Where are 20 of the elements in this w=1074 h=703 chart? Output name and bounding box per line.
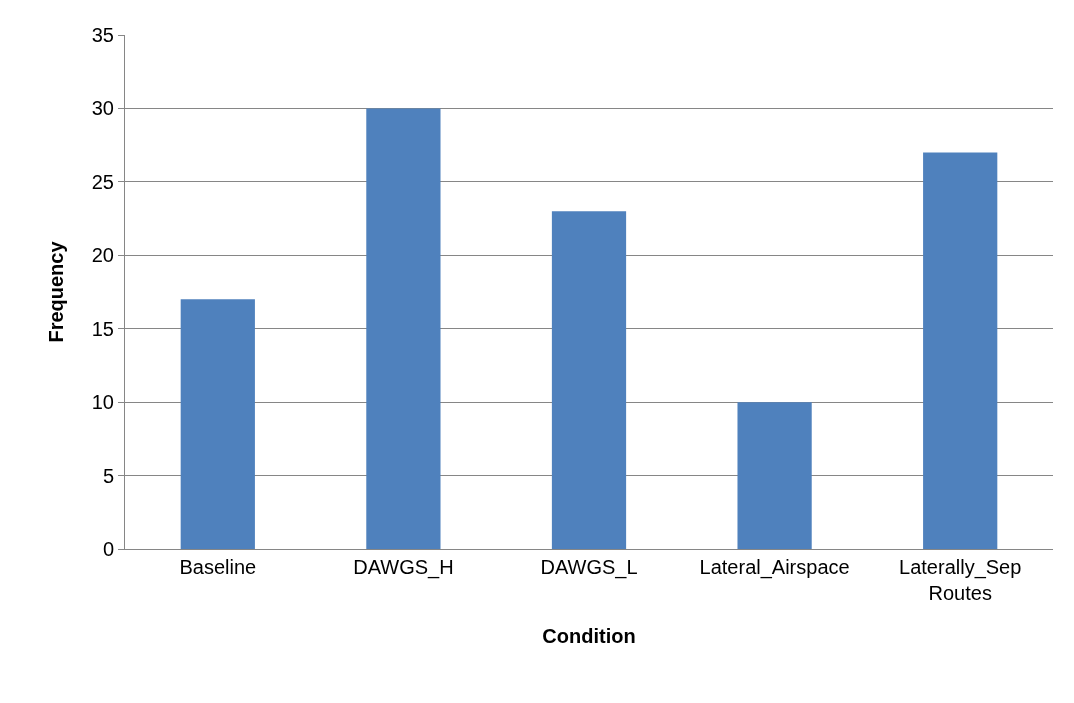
bar	[551, 211, 627, 549]
y-tick-label: 5	[102, 464, 114, 487]
y-axis-title: Frequency	[45, 240, 68, 343]
y-tick-label: 15	[91, 317, 114, 340]
bar	[366, 108, 441, 549]
x-tick-label: DAWGS_H	[353, 556, 454, 579]
y-tick-label: 30	[91, 97, 114, 120]
x-tick-label: Lateral_Airspace	[699, 556, 850, 579]
y-tick-label: 35	[91, 24, 114, 46]
x-axis-title: Condition	[542, 624, 636, 647]
x-tick-label: DAWGS_L	[540, 556, 638, 579]
y-tick-label: 25	[91, 170, 114, 193]
bar	[923, 152, 998, 549]
y-tick-label: 20	[91, 244, 114, 267]
y-tick-label: 10	[91, 391, 114, 414]
bar	[737, 402, 812, 549]
x-tick-label: Baseline	[179, 556, 257, 578]
x-tick-label: Laterally_Sep Routes	[899, 556, 1022, 604]
y-tick-label: 0	[102, 538, 114, 560]
bar	[180, 299, 255, 549]
